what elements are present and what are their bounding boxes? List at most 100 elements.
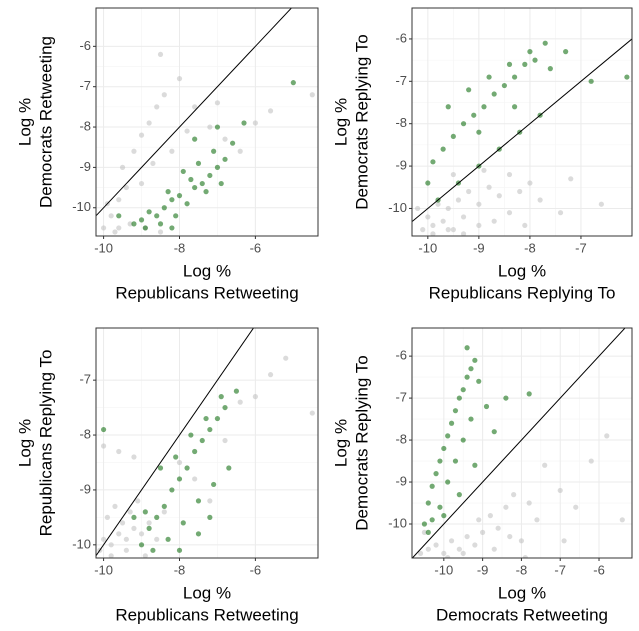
x-axis-label: Republicans Retweeting (115, 283, 298, 302)
point (456, 395, 462, 401)
point (233, 388, 240, 394)
point (116, 197, 122, 203)
point (309, 92, 315, 98)
point (184, 465, 190, 471)
point (466, 87, 472, 93)
y-tick-label: -8 (79, 426, 91, 441)
plot-area (96, 8, 318, 236)
point (169, 148, 175, 154)
point (135, 498, 141, 504)
point (537, 197, 543, 203)
point (169, 197, 175, 203)
point (430, 231, 436, 236)
point (425, 180, 431, 186)
point (157, 465, 164, 471)
point (127, 221, 133, 227)
point (532, 57, 538, 63)
point (433, 542, 439, 548)
point (131, 148, 137, 154)
point (460, 387, 466, 393)
point (476, 129, 482, 135)
x-tick-label: -10 (434, 562, 453, 577)
point (211, 481, 217, 488)
y-axis-label: Republicans Replying To (36, 350, 55, 537)
reference-line (96, 328, 255, 557)
point (252, 394, 258, 400)
point (496, 193, 502, 199)
point (211, 148, 217, 154)
point (604, 433, 610, 439)
y-tick-label: -6 (395, 348, 407, 363)
point (588, 78, 594, 84)
reference-line (412, 328, 626, 558)
point (511, 492, 517, 498)
point (188, 432, 194, 438)
point (476, 378, 482, 384)
point (146, 520, 152, 526)
point (116, 213, 122, 219)
panel: -10 -9 -8 -7 -6 -10 -9 -8 -7 -6 Log % Democrats Ret… (331, 327, 633, 624)
point (527, 180, 533, 186)
point (522, 222, 528, 229)
point (476, 201, 482, 207)
point (165, 189, 171, 195)
point (161, 205, 167, 211)
x-tick-label: -8 (174, 240, 186, 255)
point (460, 550, 466, 556)
point (619, 517, 625, 523)
point (195, 498, 202, 504)
y-tick-label: -10 (388, 200, 407, 215)
plot-frame (95, 7, 319, 237)
point (456, 546, 462, 552)
x-axis-label: Republicans Replying To (429, 283, 616, 302)
x-tick-label: -6 (250, 240, 262, 255)
point (309, 410, 315, 416)
point (503, 504, 509, 510)
reference-line (412, 38, 632, 223)
point (199, 180, 205, 187)
point (561, 538, 567, 544)
point (222, 437, 228, 444)
point (506, 61, 513, 67)
x-axis-label: Log % (498, 261, 546, 280)
point (557, 487, 563, 494)
y-axis-label: Democrats Retweeting (36, 36, 55, 208)
point (437, 458, 443, 464)
plot-area (412, 8, 632, 236)
point (267, 372, 274, 378)
point (222, 136, 228, 142)
point (480, 529, 486, 535)
point (127, 509, 133, 515)
point (146, 120, 152, 126)
point (230, 140, 236, 146)
y-tick-label: -10 (72, 199, 91, 214)
point (450, 227, 456, 233)
point (100, 443, 107, 449)
point (214, 415, 221, 422)
point (440, 218, 446, 224)
point (176, 193, 183, 199)
point (425, 500, 431, 506)
point (417, 550, 424, 556)
plot-background (96, 8, 318, 236)
point (138, 180, 145, 187)
point (563, 49, 569, 55)
x-tick-label: -6 (250, 562, 262, 577)
point (138, 542, 145, 548)
y-axis-label: Democrats Replying To (352, 355, 371, 530)
point (441, 513, 447, 519)
point (460, 121, 467, 127)
point (435, 201, 441, 207)
y-tick-label: -6 (79, 38, 91, 53)
point (415, 205, 421, 212)
y-axis-label: Democrats Replying To (352, 34, 371, 209)
point (199, 437, 205, 444)
x-axis-label: Log % (498, 583, 546, 602)
point (506, 210, 513, 216)
plot-area (412, 328, 632, 558)
point (138, 531, 145, 537)
point (192, 448, 198, 455)
point (142, 225, 148, 231)
x-axis-label: Republicans Retweeting (115, 605, 298, 624)
point (142, 553, 148, 558)
